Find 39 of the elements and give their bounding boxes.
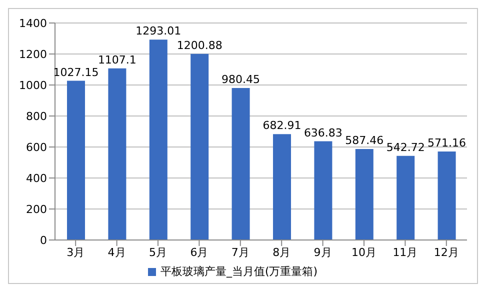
y-tick-label: 1200 [19,48,47,61]
y-tick-label: 1400 [19,16,47,30]
data-label: 636.83 [304,126,342,140]
legend-label: 平板玻璃产量_当月值(万重量箱) [160,265,318,278]
x-tick-label: 3月 [66,246,85,259]
bar [355,148,374,240]
bar [149,40,168,240]
x-tick-label: 11月 [392,246,418,259]
bar [314,141,332,240]
data-label: 1200.88 [176,38,222,52]
y-tick-label: 200 [26,202,47,216]
y-tick-label: 800 [26,110,47,123]
y-tick-label: 0 [40,234,47,247]
bar [438,151,456,240]
x-tick-label: 12月 [434,246,459,259]
x-tick-label: 9月 [314,246,332,259]
x-tick-label: 5月 [149,246,167,259]
x-tick-label: 8月 [272,246,291,259]
data-label: 1027.15 [53,66,99,79]
y-tick-label: 600 [26,140,47,154]
bar [396,156,415,240]
bar [190,54,209,240]
data-label: 1107.1 [98,53,136,66]
data-label: 542.72 [386,140,425,154]
bar [232,88,250,240]
x-tick-label: 7月 [231,246,250,259]
y-tick-label: 1000 [19,78,47,92]
x-tick-label: 6月 [190,246,208,259]
data-label: 571.16 [428,136,466,150]
bar [273,134,291,240]
bar [108,68,126,240]
data-label: 1293.01 [136,24,182,38]
bar [67,80,85,240]
data-label: 587.46 [345,134,384,147]
data-label: 980.45 [222,73,260,86]
x-tick-label: 4月 [108,246,126,259]
data-label: 682.91 [262,119,302,132]
x-tick-label: 10月 [352,246,376,259]
y-tick-label: 400 [26,172,47,185]
